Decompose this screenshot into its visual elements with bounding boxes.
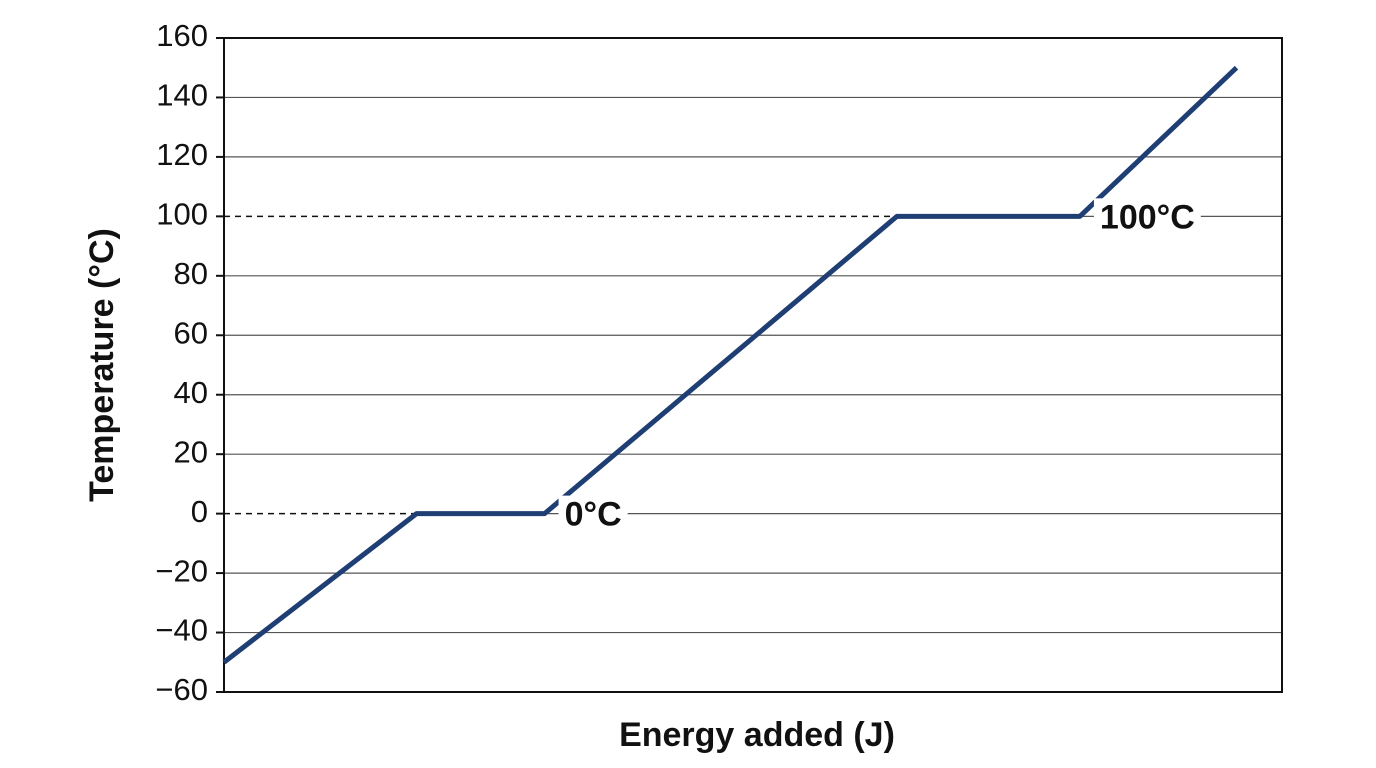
plot-frame — [223, 37, 1283, 693]
y-tick-label: −40 — [155, 613, 208, 648]
annotation: 0°C — [565, 496, 622, 534]
y-tick-label: 160 — [156, 18, 208, 53]
x-axis-title: Energy added (J) — [619, 716, 895, 754]
y-tick-label: 60 — [174, 315, 208, 350]
y-tick-label: 100 — [156, 197, 208, 232]
y-tick-label: 140 — [156, 78, 208, 113]
y-axis-title: Temperature (°C) — [83, 228, 121, 502]
y-tick-label: −20 — [155, 553, 208, 588]
y-tick-label: 20 — [174, 434, 208, 469]
annotation-background — [558, 495, 628, 534]
y-tick-label: 120 — [156, 137, 208, 172]
y-tick-label: 0 — [191, 494, 208, 529]
y-tick-label: 40 — [174, 375, 208, 410]
data-line — [222, 65, 1239, 665]
y-tick-label: −60 — [155, 672, 208, 707]
y-tick-label: 80 — [174, 256, 208, 291]
annotation-background — [1093, 198, 1201, 237]
annotation: 100°C — [1100, 198, 1195, 236]
